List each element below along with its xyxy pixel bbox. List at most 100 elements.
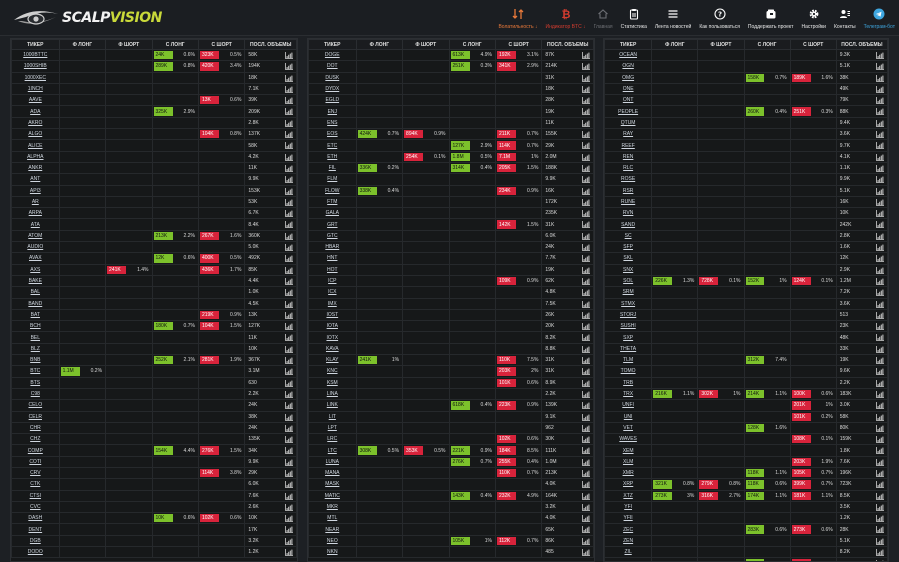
bar-chart-icon[interactable] (582, 255, 590, 263)
ticker-link[interactable]: 1000XEC (11, 71, 60, 84)
ticker-link[interactable]: OMG (604, 71, 653, 84)
ticker-link[interactable]: ARPA (11, 207, 60, 220)
bar-chart-icon[interactable] (876, 560, 884, 561)
ticker-link[interactable]: TLM (604, 354, 653, 367)
ticker-link[interactable]: COMP (11, 444, 60, 457)
ticker-link[interactable]: FTM (308, 195, 357, 209)
ticker-link[interactable]: C98 (11, 387, 60, 401)
bar-chart-icon[interactable] (285, 153, 293, 161)
bar-chart-icon[interactable] (876, 277, 884, 285)
ticker-link[interactable]: TOMO (604, 365, 653, 378)
bar-chart-icon[interactable] (876, 537, 884, 545)
ticker-link[interactable]: KLAY (308, 354, 357, 367)
bar-chart-icon[interactable] (285, 289, 293, 297)
bar-chart-icon[interactable] (876, 436, 884, 443)
bar-chart-icon[interactable] (876, 74, 884, 82)
ticker-link[interactable]: MKR (308, 500, 357, 514)
bar-chart-icon[interactable] (582, 334, 590, 342)
ticker-link[interactable]: TRX (604, 387, 653, 401)
nav-bitcoin[interactable]: ₿ Индикатор BTC ↓ (541, 0, 589, 36)
bar-chart-icon[interactable] (285, 515, 293, 523)
bar-chart-icon[interactable] (285, 492, 293, 500)
ticker-link[interactable]: BEL (11, 331, 60, 344)
bar-chart-icon[interactable] (285, 210, 293, 218)
bar-chart-icon[interactable] (582, 447, 590, 455)
bar-chart-icon[interactable] (582, 119, 590, 127)
bar-chart-icon[interactable] (876, 481, 884, 489)
column-header[interactable]: Ф ШОРТ (105, 39, 153, 50)
ticker-link[interactable]: SXP (604, 331, 653, 344)
ticker-link[interactable]: FLOW (308, 184, 357, 197)
nav-settings[interactable]: Настройки (797, 0, 830, 36)
ticker-link[interactable]: UNI (604, 410, 653, 423)
bar-chart-icon[interactable] (582, 469, 590, 477)
bar-chart-icon[interactable] (285, 424, 293, 432)
bar-chart-icon[interactable] (285, 187, 293, 195)
ticker-link[interactable]: PEOPLE (604, 105, 653, 118)
bar-chart-icon[interactable] (876, 164, 884, 172)
ticker-link[interactable]: DENT (11, 523, 60, 536)
bar-chart-icon[interactable] (582, 503, 590, 511)
ticker-link[interactable]: RUNE (604, 195, 653, 209)
column-header[interactable]: С ЛОНГ (448, 39, 496, 50)
bar-chart-icon[interactable] (582, 176, 590, 184)
bar-chart-icon[interactable] (876, 289, 884, 297)
bar-chart-icon[interactable] (582, 345, 590, 353)
ticker-link[interactable]: KNC (308, 365, 357, 378)
ticker-link[interactable]: CTK (11, 478, 60, 491)
bar-chart-icon[interactable] (876, 515, 884, 523)
bar-chart-icon[interactable] (582, 210, 590, 218)
ticker-link[interactable]: DGB (11, 534, 60, 548)
ticker-link[interactable]: ONE (604, 82, 653, 96)
bar-chart-icon[interactable] (285, 357, 293, 364)
ticker-link[interactable]: SFP (604, 241, 653, 254)
ticker-link[interactable]: ALICE (11, 139, 60, 152)
bar-chart-icon[interactable] (876, 402, 884, 410)
bar-chart-icon[interactable] (582, 549, 590, 556)
ticker-link[interactable]: TRB (604, 376, 653, 389)
bar-chart-icon[interactable] (582, 390, 590, 398)
ticker-link[interactable]: SKL (604, 252, 653, 265)
ticker-link[interactable]: IOST (308, 308, 357, 322)
ticker-link[interactable]: MTL (308, 512, 357, 525)
column-header[interactable]: ПОСЛ. ОБЪЕМЫ (244, 39, 297, 50)
ticker-link[interactable]: HOT (308, 263, 357, 276)
bar-chart-icon[interactable] (876, 379, 884, 387)
bar-chart-icon[interactable] (285, 345, 293, 353)
bar-chart-icon[interactable] (285, 266, 293, 274)
ticker-link[interactable]: 1000SHIB (11, 60, 60, 73)
ticker-link[interactable]: MANA (308, 466, 357, 480)
ticker-link[interactable]: IOTA (308, 320, 357, 333)
nav-support[interactable]: Поддержать проект (744, 0, 798, 36)
column-header[interactable]: Ф ЛОНГ (58, 39, 107, 50)
bar-chart-icon[interactable] (876, 526, 884, 534)
bar-chart-icon[interactable] (876, 210, 884, 218)
ticker-link[interactable]: NEO (308, 534, 357, 548)
ticker-link[interactable]: DASH (11, 512, 60, 525)
ticker-link[interactable]: LINK (308, 399, 357, 412)
ticker-link[interactable]: CTSI (11, 489, 60, 502)
ticker-link[interactable]: QTUM (604, 116, 653, 130)
ticker-link[interactable]: LINA (308, 387, 357, 401)
bar-chart-icon[interactable] (582, 368, 590, 376)
ticker-link[interactable]: DOGE (308, 48, 357, 62)
ticker-link[interactable]: CHZ (11, 433, 60, 446)
bar-chart-icon[interactable] (876, 85, 884, 93)
ticker-link[interactable]: KAVA (308, 342, 357, 356)
bar-chart-icon[interactable] (285, 413, 293, 421)
ticker-link[interactable]: ALGO (11, 128, 60, 141)
ticker-link[interactable]: ANT (11, 173, 60, 186)
bar-chart-icon[interactable] (582, 379, 590, 387)
bar-chart-icon[interactable] (285, 85, 293, 93)
ticker-link[interactable]: YFII (604, 512, 653, 525)
ticker-link[interactable]: AXS (11, 263, 60, 276)
bar-chart-icon[interactable] (876, 131, 884, 138)
column-header[interactable]: С ШОРТ (789, 39, 837, 50)
bar-chart-icon[interactable] (285, 63, 293, 71)
ticker-link[interactable]: KSM (308, 376, 357, 389)
bar-chart-icon[interactable] (285, 277, 293, 285)
ticker-link[interactable]: XTZ (604, 489, 653, 502)
ticker-link[interactable]: RVN (604, 207, 653, 220)
bar-chart-icon[interactable] (582, 198, 590, 206)
bar-chart-icon[interactable] (876, 187, 884, 195)
